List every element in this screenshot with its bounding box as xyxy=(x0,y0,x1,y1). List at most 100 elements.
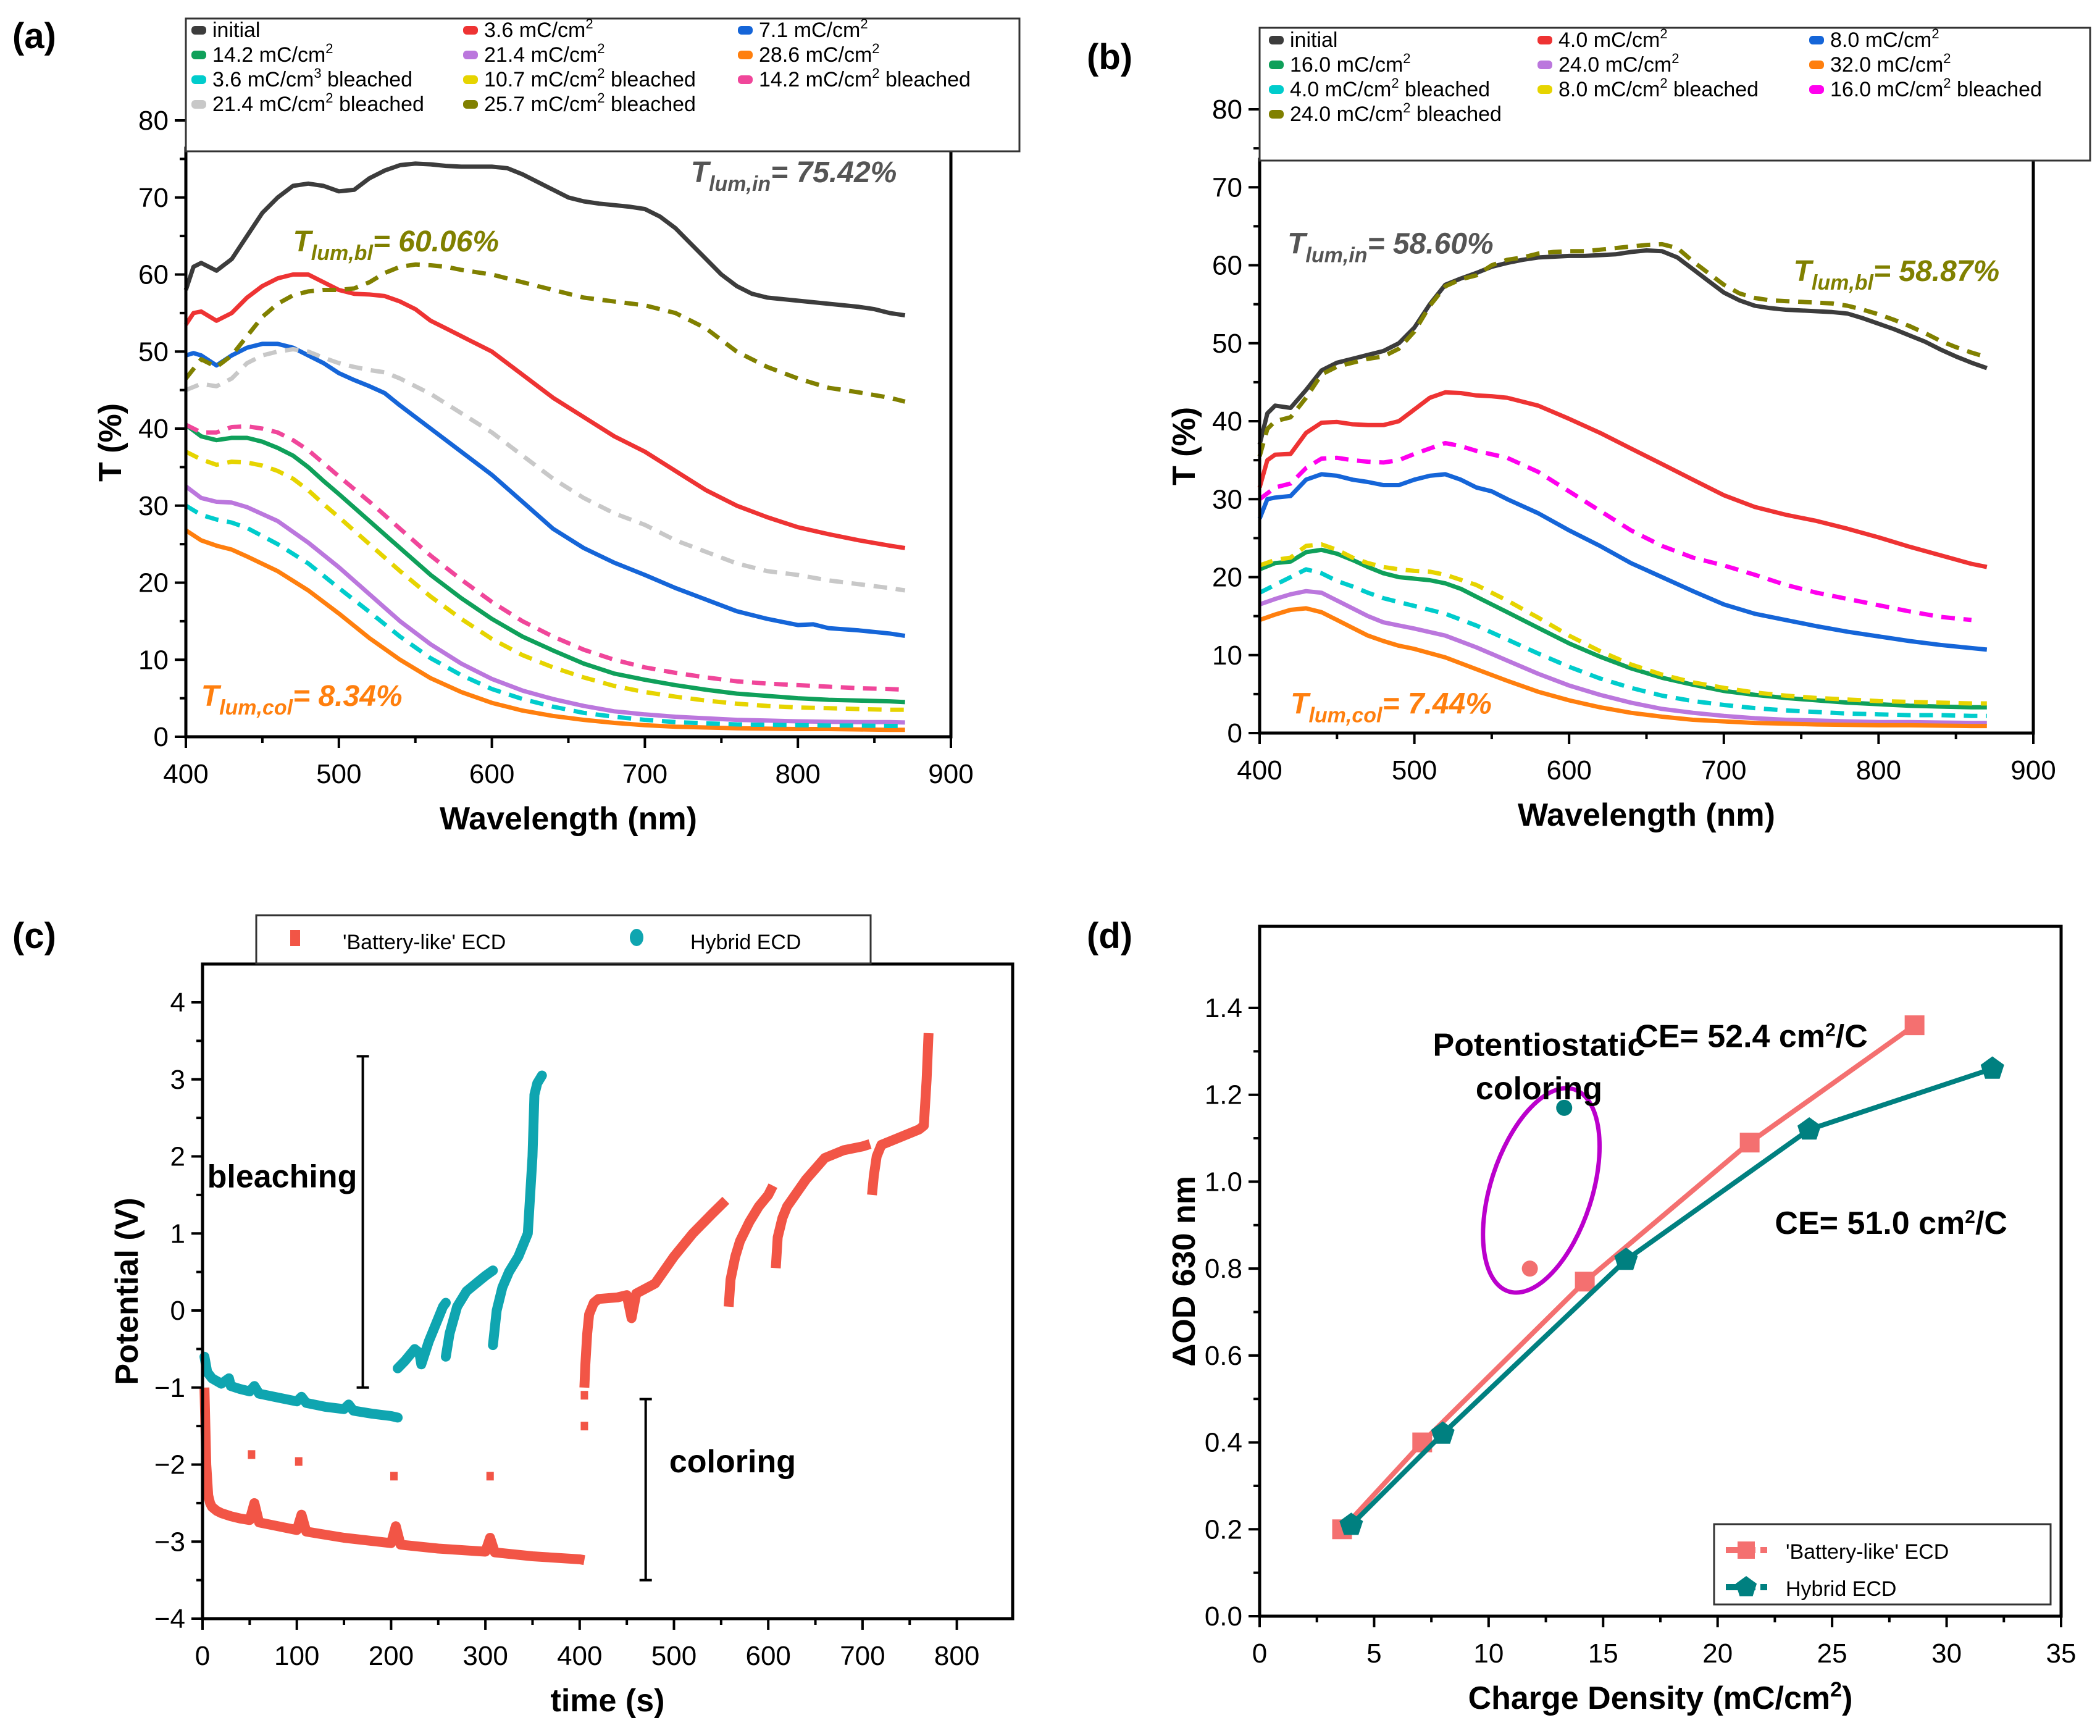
legend-label: 'Battery-like' ECD xyxy=(343,931,506,954)
legend-sup: 2 xyxy=(325,90,333,106)
series-battery-like xyxy=(199,1033,934,1566)
y-tick-label: 70 xyxy=(1212,172,1242,203)
y-tick-label: 0.4 xyxy=(1205,1428,1242,1458)
series-group xyxy=(1257,241,1988,729)
data-point-square xyxy=(1904,1015,1925,1036)
legend-pentagon-marker xyxy=(1735,1576,1757,1596)
x-tick-label: 300 xyxy=(462,1641,508,1671)
series-line xyxy=(1257,472,1988,652)
panel-label: (b) xyxy=(1087,37,1132,77)
legend-box xyxy=(1258,27,2091,162)
legend-swatch xyxy=(463,100,478,109)
annotation-text: Potentiostatic xyxy=(1433,1027,1646,1063)
legend-sup: 2 xyxy=(860,16,868,31)
series-group xyxy=(183,161,906,732)
series-line xyxy=(185,342,906,639)
panel-label: (c) xyxy=(12,916,56,956)
y-tick-label: 80 xyxy=(138,106,169,136)
y-tick-label: −1 xyxy=(154,1373,185,1403)
legend-label: Hybrid ECD xyxy=(690,931,801,954)
annotation-subscript: lum,col xyxy=(219,696,294,719)
data-trace xyxy=(441,1265,498,1362)
y-tick-label: 60 xyxy=(1212,251,1242,281)
data-point xyxy=(486,1472,494,1481)
legend-label: Hybrid ECD xyxy=(1786,1577,1896,1601)
y-tick-label: 1.0 xyxy=(1205,1167,1242,1197)
legend-sup: 2 xyxy=(1660,26,1667,41)
potentiostatic-point xyxy=(1556,1099,1573,1116)
x-tick-label: 25 xyxy=(1817,1638,1847,1669)
legend-label: 21.4 mC/cm2 bleached xyxy=(212,90,424,116)
legend-label: 10.7 mC/cm2 bleached xyxy=(484,65,696,91)
y-tick-label: 30 xyxy=(138,491,169,521)
x-tick-label: 400 xyxy=(557,1641,602,1671)
data-point-pentagon xyxy=(1614,1247,1638,1270)
legend-label: 8.0 mC/cm2 xyxy=(1830,26,1939,52)
legend-swatch xyxy=(463,75,478,84)
series-line xyxy=(1258,606,1987,729)
data-trace xyxy=(579,1196,730,1388)
legend-label: 3.6 mC/cm2 xyxy=(484,16,593,42)
annotation-text: coloring xyxy=(1476,1071,1602,1107)
legend-label: 4.0 mC/cm2 xyxy=(1558,26,1668,52)
x-tick-label: 800 xyxy=(934,1641,979,1671)
annotation-sup: 2 xyxy=(1965,1207,1975,1227)
data-point xyxy=(248,1450,256,1459)
legend-label: 7.1 mC/cm2 xyxy=(759,16,868,42)
y-tick-label: 40 xyxy=(138,414,169,444)
data-trace xyxy=(771,1139,872,1268)
legend-swatch xyxy=(1269,85,1284,94)
legend-label: 24.0 mC/cm2 xyxy=(1558,51,1680,77)
legend-label: 8.0 mC/cm2 bleached xyxy=(1558,75,1759,101)
series-hybrid xyxy=(199,1070,547,1423)
legend-swatch xyxy=(1537,36,1552,44)
legend-label: initial xyxy=(1290,28,1337,52)
x-tick-label: 10 xyxy=(1473,1638,1504,1669)
legend-sup: 2 xyxy=(1931,26,1939,41)
series-hybrid xyxy=(1339,1056,2004,1535)
annotation-subscript: lum,in xyxy=(709,172,771,196)
x-tick-label: 800 xyxy=(1856,755,1901,786)
x-tick-label: 900 xyxy=(928,759,973,789)
legend-swatch xyxy=(463,51,478,59)
legend-sup: 2 xyxy=(597,90,604,106)
x-axis-title-end: ) xyxy=(1842,1680,1852,1716)
y-axis-title: T (%) xyxy=(1166,407,1202,485)
data-trace xyxy=(393,1298,451,1373)
y-axis-title: ΔOD 630 nm xyxy=(1166,1176,1202,1367)
legend-swatch xyxy=(191,26,206,35)
data-point-square xyxy=(1575,1272,1595,1292)
data-trace xyxy=(867,1033,934,1196)
y-tick-label: 60 xyxy=(138,260,169,290)
legend-suffix: bleached xyxy=(605,93,696,116)
luminous-transmittance-annotation: Tlum,bl= 58.87% xyxy=(1794,255,2000,295)
series-line xyxy=(1258,440,1972,623)
series-line xyxy=(185,528,905,732)
annotation-sup: 2 xyxy=(1825,1020,1836,1040)
series-line xyxy=(1258,589,1987,726)
series-line xyxy=(1258,547,1987,710)
x-tick-label: 700 xyxy=(622,759,667,789)
y-tick-label: 0.0 xyxy=(1205,1601,1242,1632)
legend-swatch xyxy=(463,26,478,35)
panel-label: (d) xyxy=(1087,916,1132,956)
series-line xyxy=(185,450,905,712)
legend-sup: 2 xyxy=(1391,75,1399,91)
legend-label: 25.7 mC/cm2 bleached xyxy=(484,90,696,116)
x-tick-label: 500 xyxy=(316,759,361,789)
y-tick-label: 0.2 xyxy=(1205,1514,1242,1545)
luminous-transmittance-annotation: Tlum,col= 8.34% xyxy=(201,680,403,719)
y-tick-label: 50 xyxy=(1212,329,1242,359)
legend-label: 3.6 mC/cm3 bleached xyxy=(212,65,412,91)
annotation-value: = 8.34% xyxy=(293,680,402,713)
data-point-pentagon xyxy=(1339,1512,1363,1535)
x-tick-label: 400 xyxy=(1237,755,1282,786)
legend-suffix: bleached xyxy=(1411,103,1502,126)
series-line xyxy=(1258,542,1987,706)
x-axis-title: Charge Density (mC/cm2) xyxy=(1468,1678,1853,1716)
y-tick-label: 0.8 xyxy=(1205,1254,1242,1284)
annotation-subscript: lum,bl xyxy=(311,241,374,265)
panel-d: 0 5 10 15 20 25 30 35 0.0 0.2 0.4 0.6 0.8 1.0 1.2 1.4 Ch… xyxy=(1087,916,2076,1716)
series-line xyxy=(185,422,905,692)
x-tick-label: 500 xyxy=(651,1641,697,1671)
